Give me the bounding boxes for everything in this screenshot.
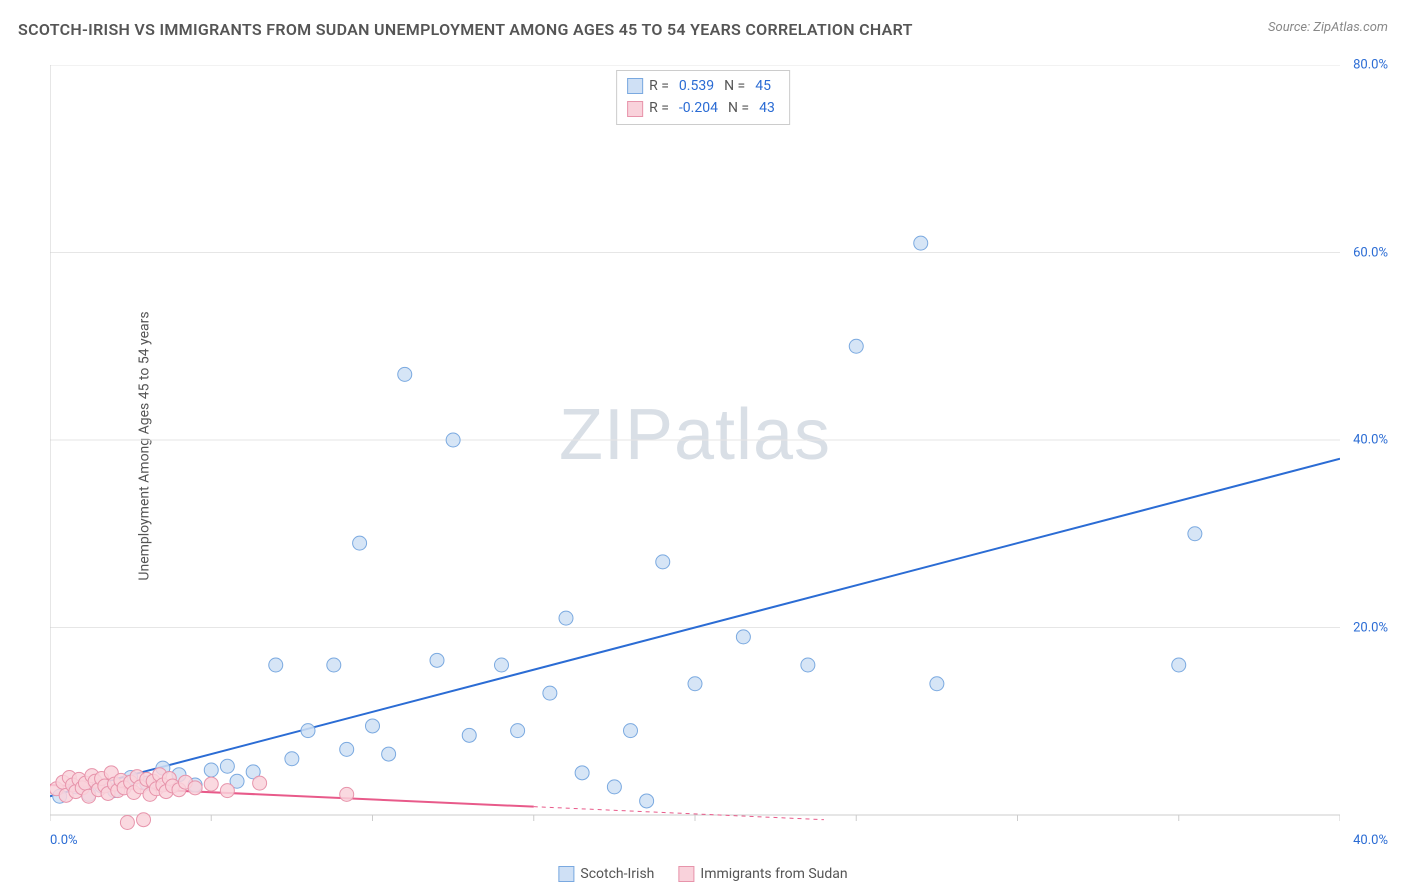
legend-label-series1: Scotch-Irish xyxy=(580,866,654,882)
scatter-plot xyxy=(50,65,1340,835)
r-label: R = xyxy=(649,75,669,97)
source-attribution: Source: ZipAtlas.com xyxy=(1268,20,1388,35)
y-axis-tick-label: 80.0% xyxy=(1353,58,1388,73)
x-axis-max-label: 40.0% xyxy=(1353,833,1388,848)
r-value-series1: 0.539 xyxy=(675,75,718,97)
bottom-legend: Scotch-Irish Immigrants from Sudan xyxy=(558,866,847,882)
correlation-stats-box: R = 0.539 N = 45 R = -0.204 N = 43 xyxy=(616,70,790,125)
legend-swatch-series2 xyxy=(678,866,694,882)
n-value-series1: 45 xyxy=(751,75,775,97)
n-value-series2: 43 xyxy=(755,97,779,119)
chart-title: SCOTCH-IRISH VS IMMIGRANTS FROM SUDAN UN… xyxy=(18,20,913,39)
r-value-series2: -0.204 xyxy=(675,97,722,119)
swatch-series2 xyxy=(627,101,643,117)
legend-label-series2: Immigrants from Sudan xyxy=(700,866,847,882)
y-axis-tick-label: 60.0% xyxy=(1353,245,1388,260)
legend-item-series2: Immigrants from Sudan xyxy=(678,866,847,882)
r-label: R = xyxy=(649,97,669,119)
y-axis-tick-label: 40.0% xyxy=(1353,433,1388,448)
x-axis-origin-label: 0.0% xyxy=(50,833,78,848)
y-axis-tick-label: 20.0% xyxy=(1353,620,1388,635)
legend-swatch-series1 xyxy=(558,866,574,882)
chart-area: ZIPatlas 0.0% 40.0% 20.0%40.0%60.0%80.0% xyxy=(50,65,1340,835)
swatch-series1 xyxy=(627,78,643,94)
n-label: N = xyxy=(728,97,749,119)
stats-row-series1: R = 0.539 N = 45 xyxy=(627,75,779,97)
n-label: N = xyxy=(724,75,745,97)
stats-row-series2: R = -0.204 N = 43 xyxy=(627,97,779,119)
legend-item-series1: Scotch-Irish xyxy=(558,866,654,882)
